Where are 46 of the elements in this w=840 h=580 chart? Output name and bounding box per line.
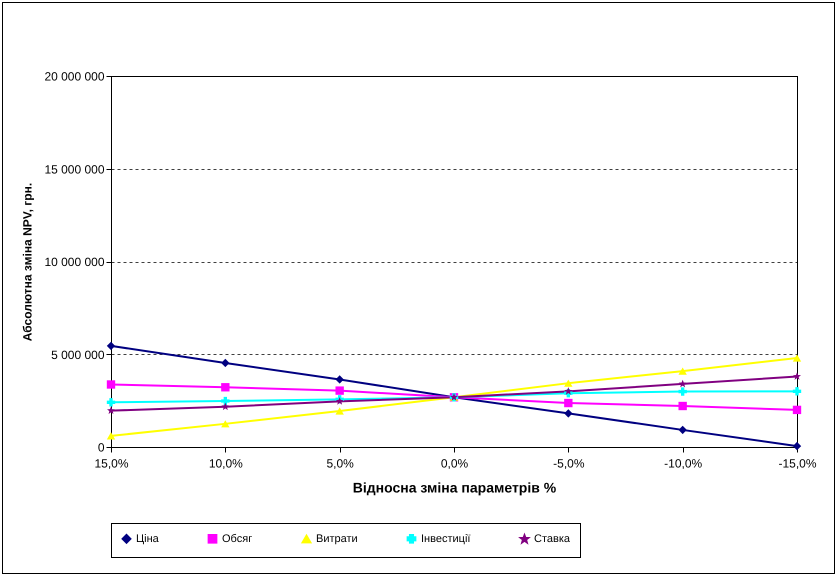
point	[335, 407, 344, 415]
point	[564, 409, 573, 418]
legend-label: Інвестиції	[421, 532, 470, 545]
point	[106, 380, 116, 389]
point	[106, 398, 116, 406]
point	[221, 396, 230, 406]
y-tick-label: 15 000 000	[44, 162, 105, 176]
point	[221, 402, 230, 410]
x-tick-label: -10,0%	[664, 456, 703, 470]
point	[792, 354, 802, 362]
x-tick-label: -5,0%	[553, 456, 585, 470]
point	[564, 380, 573, 387]
x-tick-label: 15,0%	[94, 456, 129, 470]
legend-label: Обсяг	[222, 532, 252, 545]
point	[564, 387, 572, 395]
point	[678, 380, 687, 388]
point	[106, 342, 116, 350]
point	[678, 402, 687, 410]
point	[793, 372, 801, 380]
x-tick-label: 0,0%	[440, 456, 468, 470]
y-tick-label: 5 000 000	[51, 348, 105, 362]
point	[335, 386, 344, 395]
x-tick-label: 10,0%	[208, 456, 244, 470]
point	[792, 442, 802, 450]
legend-label: Ціна	[136, 532, 160, 545]
point	[678, 387, 687, 396]
y-tick-label: 20 000 000	[44, 70, 105, 84]
point	[221, 420, 230, 428]
legend-label: Витрати	[316, 533, 358, 546]
point	[221, 383, 230, 392]
point	[678, 368, 687, 375]
point	[335, 375, 344, 384]
x-tick-label: -15,0%	[778, 456, 817, 470]
point	[564, 398, 573, 408]
x-axis-title: Відносна зміна параметрів %	[352, 480, 557, 496]
point	[221, 358, 230, 368]
y-tick-label: 10 000 000	[44, 255, 105, 269]
point	[678, 426, 687, 434]
point	[792, 387, 802, 396]
legend-label: Ставка	[534, 533, 571, 546]
point	[107, 406, 115, 414]
y-axis-title: Абсолютна зміна NPV, грн.	[20, 182, 34, 342]
y-tick-label: 0	[98, 440, 105, 454]
point	[106, 432, 116, 440]
x-tick-label: 5,0%	[326, 456, 354, 470]
point	[792, 406, 802, 414]
